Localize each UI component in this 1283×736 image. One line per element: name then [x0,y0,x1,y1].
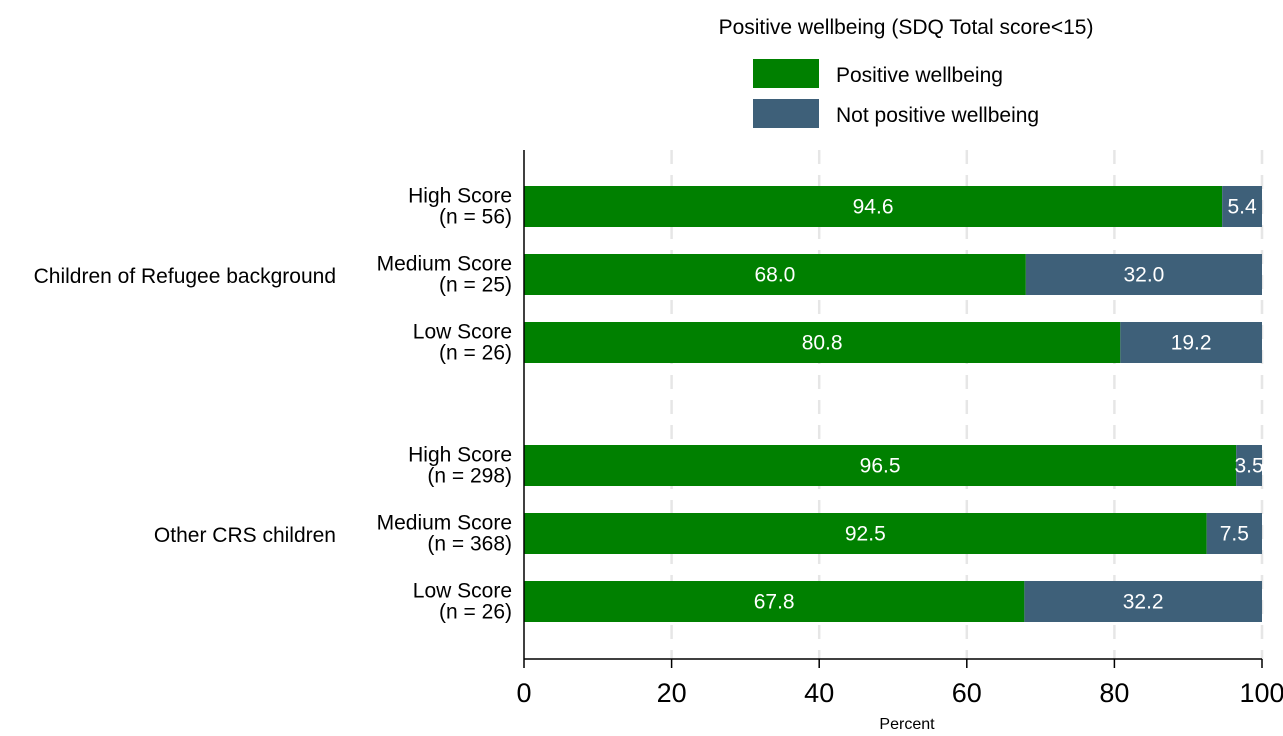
bar-label-positive-3: 96.5 [860,455,901,478]
bar-label-positive-4: 92.5 [845,523,886,546]
group-label-refugee: Children of Refugee background [34,265,336,288]
bars [524,186,1262,622]
bar-not-positive-0 [1222,186,1262,227]
bar-label-not-positive-1: 32.0 [1123,264,1164,287]
category-label-line1-2: Low Score [413,321,512,344]
category-label-line1-0: High Score [408,185,512,208]
x-tick-label-100: 100 [1239,678,1283,708]
bar-label-not-positive-5: 32.2 [1123,591,1164,614]
bar-not-positive-3 [1236,445,1262,486]
legend-swatch-not-positive [753,99,819,128]
bar-label-positive-0: 94.6 [853,196,894,219]
category-label-line1-1: Medium Score [377,253,512,276]
bar-label-positive-1: 68.0 [754,264,795,287]
category-label-line2-1: (n = 25) [439,274,512,297]
gridlines [670,150,1264,659]
bar-label-not-positive-0: 5.4 [1227,196,1257,219]
bar-not-positive-2 [1120,322,1262,363]
axes: 0 20 40 60 80 100 [516,150,1283,708]
bar-label-positive-2: 80.8 [802,332,843,355]
category-labels: High Score(n = 56)Medium Score(n = 25)Lo… [377,185,512,624]
x-tick-label-80: 80 [1099,678,1129,708]
bar-positive-5 [524,581,1025,622]
bar-label-not-positive-2: 19.2 [1171,332,1212,355]
category-label-line2-0: (n = 56) [439,206,512,229]
category-label-line1-4: Medium Score [377,512,512,535]
bar-not-positive-4 [1206,513,1262,554]
x-tick-label-20: 20 [657,678,687,708]
legend-label-positive: Positive wellbeing [836,64,1003,87]
bar-not-positive-5 [1024,581,1262,622]
bar-positive-0 [524,186,1223,227]
legend-swatch-positive [753,59,819,88]
bar-labels: 94.6 5.4 68.0 32.0 80.8 19.2 96.5 3.5 92.5 7.5 67.… [754,196,1264,614]
bar-positive-2 [524,322,1121,363]
bar-label-positive-5: 67.8 [754,591,795,614]
group-label-other-crs: Other CRS children [154,524,336,547]
x-tick-label-60: 60 [952,678,982,708]
bar-positive-3 [524,445,1237,486]
bar-label-not-positive-3: 3.5 [1234,455,1263,478]
category-label-line2-3: (n = 298) [427,465,512,488]
category-label-line2-5: (n = 26) [439,601,512,624]
x-axis-title: Percent [879,716,935,731]
x-tick-label-0: 0 [516,678,531,708]
category-label-line2-2: (n = 26) [439,342,512,365]
bar-not-positive-1 [1025,254,1262,295]
legend-title: Positive wellbeing (SDQ Total score<15) [719,16,1094,39]
category-label-line1-3: High Score [408,444,512,467]
legend: Positive wellbeing (SDQ Total score<15) … [719,16,1094,128]
bar-positive-1 [524,254,1026,295]
category-label-line2-4: (n = 368) [427,533,512,556]
category-label-line1-5: Low Score [413,580,512,603]
bar-positive-4 [524,513,1207,554]
legend-label-not-positive: Not positive wellbeing [836,104,1039,127]
bar-label-not-positive-4: 7.5 [1220,523,1249,546]
x-tick-label-40: 40 [804,678,834,708]
